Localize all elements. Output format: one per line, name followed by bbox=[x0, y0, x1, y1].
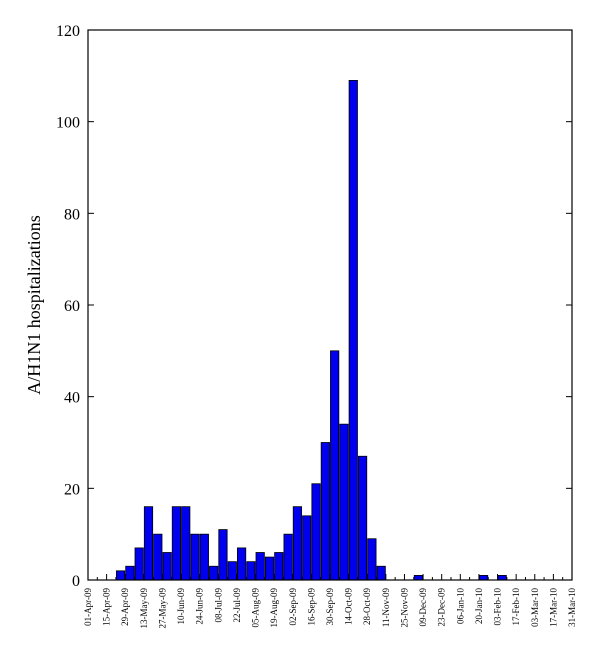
x-tick-label-17: 25-Nov-09 bbox=[399, 588, 409, 628]
x-tick-label-23: 17-Feb-10 bbox=[511, 588, 521, 626]
x-tick-label-21: 20-Jan-10 bbox=[474, 588, 484, 624]
bar-week-30 bbox=[357, 455, 368, 581]
x-tick-label-7: 08-Jul-09 bbox=[213, 588, 223, 623]
bar-week-21 bbox=[274, 552, 284, 581]
x-tick-label-12: 16-Sep-09 bbox=[306, 588, 316, 626]
bar-week-4 bbox=[115, 570, 126, 581]
bar-week-14 bbox=[209, 565, 219, 581]
bar-week-16 bbox=[227, 561, 237, 581]
y-tick-label-100: 100 bbox=[56, 115, 80, 132]
x-tick-label-14: 14-Oct-09 bbox=[344, 588, 354, 625]
bar-week-22 bbox=[283, 533, 293, 581]
x-tick-label-9: 05-Aug-09 bbox=[251, 588, 261, 628]
x-tick-label-2: 29-Apr-09 bbox=[120, 588, 130, 626]
x-tick-label-1: 15-Apr-09 bbox=[102, 588, 112, 626]
bar-week-29 bbox=[348, 80, 358, 581]
bar-week-11 bbox=[181, 506, 191, 581]
x-tick-label-5: 10-Jun-09 bbox=[176, 588, 186, 625]
y-tick-label-60: 60 bbox=[64, 298, 80, 315]
x-tick-label-8: 22-Jul-09 bbox=[232, 588, 242, 623]
y-tick-label-80: 80 bbox=[64, 206, 80, 223]
bar-week-17 bbox=[236, 547, 247, 581]
y-tick-label-40: 40 bbox=[64, 390, 80, 407]
x-tick-label-20: 06-Jan-10 bbox=[455, 588, 465, 624]
x-tick-label-4: 27-May-09 bbox=[157, 588, 167, 629]
x-tick-label-22: 03-Feb-10 bbox=[493, 588, 503, 626]
bar-week-13 bbox=[199, 533, 209, 581]
bar-week-36 bbox=[413, 575, 424, 581]
bar-week-18 bbox=[246, 561, 256, 581]
bar-week-20 bbox=[264, 556, 275, 581]
y-axis: 0 20 40 60 80 100 120 bbox=[56, 23, 572, 590]
x-tick-label-26: 31-Mar-10 bbox=[567, 588, 577, 627]
bar-week-10 bbox=[171, 506, 182, 581]
bar-week-43 bbox=[478, 575, 489, 581]
x-tick-label-3: 13-May-09 bbox=[139, 588, 149, 629]
x-tick-label-11: 02-Sep-09 bbox=[288, 588, 298, 626]
x-tick-label-16: 11-Nov-09 bbox=[381, 588, 391, 628]
bars-group bbox=[115, 80, 507, 581]
y-tick-label-20: 20 bbox=[64, 481, 80, 498]
bar-week-31 bbox=[367, 538, 377, 581]
x-axis: 01-Apr-09 15-Apr-09 29-Apr-09 13-May-09 27-M… bbox=[83, 574, 577, 629]
bar-week-9 bbox=[162, 552, 172, 581]
x-tick-label-13: 30-Sep-09 bbox=[325, 588, 335, 626]
y-tick-label-0: 0 bbox=[72, 573, 80, 590]
bar-week-26 bbox=[320, 442, 330, 581]
bar-week-8 bbox=[153, 533, 163, 581]
bar-week-27 bbox=[330, 350, 340, 581]
bar-week-32 bbox=[376, 565, 386, 581]
x-tick-label-6: 24-Jun-09 bbox=[195, 588, 205, 625]
bar-week-19 bbox=[255, 552, 265, 581]
bar-week-15 bbox=[218, 529, 228, 581]
bar-week-5 bbox=[125, 565, 135, 581]
bar-week-12 bbox=[190, 533, 200, 581]
x-tick-label-0: 01-Apr-09 bbox=[83, 588, 93, 626]
x-tick-label-19: 23-Dec-09 bbox=[437, 588, 447, 627]
bar-week-28 bbox=[339, 423, 349, 581]
bar-week-24 bbox=[302, 515, 312, 581]
x-tick-label-18: 09-Dec-09 bbox=[418, 588, 428, 627]
bar-week-25 bbox=[311, 483, 321, 581]
x-tick-label-25: 17-Mar-10 bbox=[548, 588, 558, 627]
bar-week-7 bbox=[143, 506, 154, 581]
y-axis-label: A/H1N1 hospitalizations bbox=[24, 215, 44, 394]
bar-week-6 bbox=[134, 547, 144, 581]
bar-week-23 bbox=[292, 506, 303, 581]
x-tick-label-24: 03-Mar-10 bbox=[530, 588, 540, 627]
y-tick-label-120: 120 bbox=[56, 23, 80, 40]
bar-week-45 bbox=[497, 575, 507, 581]
x-tick-label-10: 19-Aug-09 bbox=[269, 588, 279, 628]
plot-frame bbox=[87, 29, 573, 581]
x-tick-label-15: 28-Oct-09 bbox=[362, 588, 372, 625]
